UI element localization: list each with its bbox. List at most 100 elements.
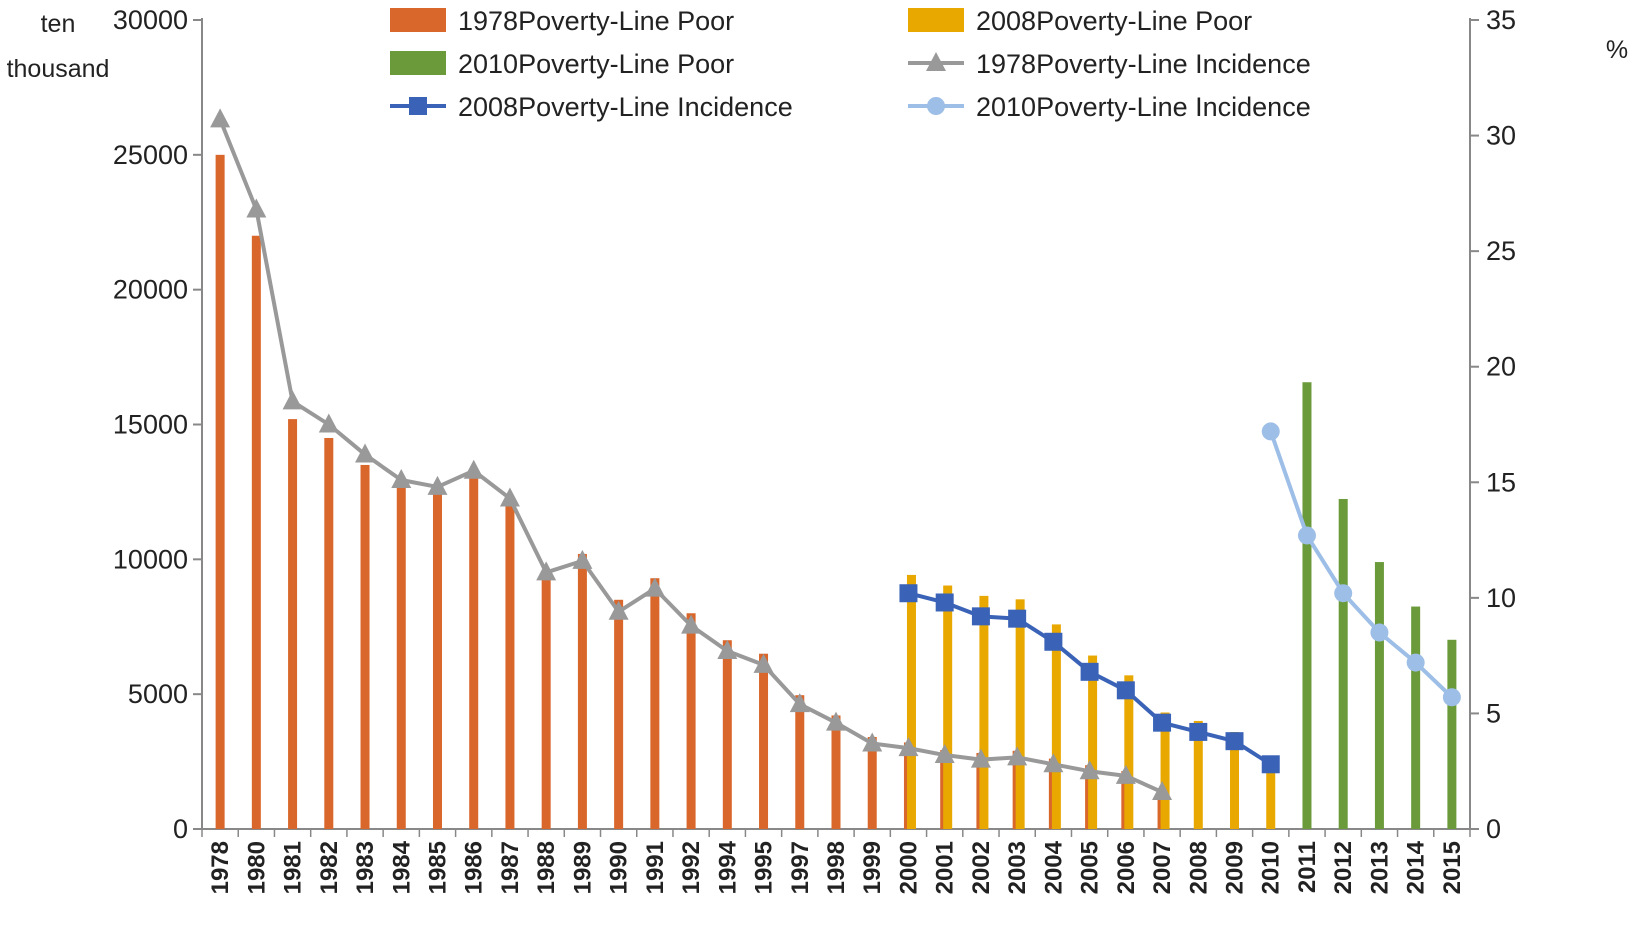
bar <box>759 653 769 829</box>
x-tick-label: 1987 <box>497 841 524 894</box>
x-tick-label: 1995 <box>751 841 778 894</box>
bar <box>1411 606 1421 829</box>
circle-marker <box>1370 623 1389 642</box>
triangle-marker <box>970 748 991 768</box>
bar <box>979 595 989 829</box>
x-tick-label: 1981 <box>280 841 307 894</box>
left-y-tick-label: 30000 <box>113 5 188 35</box>
bar <box>396 483 406 829</box>
triangle-marker <box>681 614 702 634</box>
x-tick-label: 2015 <box>1439 841 1466 894</box>
x-tick-label: 2003 <box>1004 841 1031 894</box>
square-marker <box>1153 713 1172 732</box>
left-y-tick-label: 5000 <box>128 679 188 709</box>
legend-swatch <box>390 8 446 32</box>
bar <box>650 578 660 829</box>
bar <box>505 500 515 829</box>
bar <box>1015 599 1025 829</box>
bar <box>1088 655 1098 829</box>
x-tick-label: 1994 <box>714 840 741 894</box>
legend-label: 2008Poverty-Line Poor <box>976 6 1252 36</box>
bar <box>1160 712 1170 829</box>
triangle-marker <box>246 198 267 218</box>
x-tick-label: 1982 <box>316 841 343 894</box>
triangle-marker <box>355 443 376 463</box>
bar <box>1193 720 1203 829</box>
x-tick-label: 2000 <box>895 841 922 894</box>
bar <box>686 613 696 829</box>
square-marker <box>1261 755 1280 774</box>
triangle-marker <box>572 549 593 569</box>
legend-item: 1978Poverty-Line Incidence <box>908 49 1311 79</box>
chart-bars <box>215 154 1457 830</box>
bar <box>360 464 370 829</box>
bar <box>906 574 916 829</box>
square-marker <box>899 584 918 603</box>
chart-lines <box>210 108 1461 801</box>
circle-marker <box>1442 688 1461 707</box>
x-tick-label: 1988 <box>533 841 560 894</box>
x-tick-label: 2002 <box>968 841 995 894</box>
legend-item: 1978Poverty-Line Poor <box>390 6 734 36</box>
square-marker <box>1189 722 1208 741</box>
triangle-marker <box>644 577 665 597</box>
triangle-marker <box>463 459 484 479</box>
x-tick-label: 2006 <box>1113 841 1140 894</box>
triangle-marker <box>1152 781 1173 801</box>
bar <box>795 695 805 829</box>
bar <box>943 585 953 829</box>
left-y-tick-label: 10000 <box>113 544 188 574</box>
left-y-tick-label: 20000 <box>113 275 188 305</box>
bar <box>1302 382 1312 829</box>
triangle-marker <box>608 600 629 620</box>
x-tick-label: 2009 <box>1222 841 1249 894</box>
bar <box>722 640 732 829</box>
x-tick-label: 1983 <box>352 841 379 894</box>
circle-marker <box>1334 584 1353 603</box>
triangle-marker <box>499 487 520 507</box>
legend-item: 2008Poverty-Line Incidence <box>390 92 793 122</box>
square-marker <box>1044 632 1063 651</box>
bar <box>1338 498 1348 829</box>
right-y-tick-label: 0 <box>1486 814 1501 844</box>
bar <box>1051 624 1061 829</box>
legend-label: 2010Poverty-Line Incidence <box>976 92 1311 122</box>
triangle-marker <box>934 744 955 764</box>
legend-item: 2010Poverty-Line Poor <box>390 49 734 79</box>
x-tick-label: 2007 <box>1149 841 1176 894</box>
circle-marker <box>1261 422 1280 441</box>
triangle-marker <box>282 390 303 410</box>
bar <box>1447 639 1457 829</box>
right-y-tick-label: 5 <box>1486 698 1501 728</box>
triangle-marker <box>753 653 774 673</box>
left-y-tick-label: 0 <box>173 814 188 844</box>
triangle-marker <box>1079 760 1100 780</box>
x-tick-label: 2014 <box>1403 840 1430 894</box>
x-tick-label: 1989 <box>569 841 596 894</box>
right-y-tick-label: 15 <box>1486 467 1516 497</box>
circle-marker <box>1406 653 1425 672</box>
legend-item: 2008Poverty-Line Poor <box>908 6 1252 36</box>
circle-marker <box>1297 526 1316 545</box>
x-tick-label: 1997 <box>787 841 814 894</box>
x-tick-label: 1984 <box>388 840 415 894</box>
chart-legend: 1978Poverty-Line Poor 2008Poverty-Line Po… <box>390 6 1311 122</box>
x-tick-label: 1991 <box>642 841 669 894</box>
legend-label: 1978Poverty-Line Incidence <box>976 49 1311 79</box>
square-marker <box>1080 662 1099 681</box>
bar <box>831 715 841 829</box>
x-tick-label: 1978 <box>207 841 234 894</box>
bar <box>614 599 624 829</box>
left-y-tick-label: 15000 <box>113 410 188 440</box>
x-tick-label: 1985 <box>424 841 451 894</box>
right-y-tick-label: 30 <box>1486 121 1516 151</box>
square-marker <box>1225 732 1244 751</box>
bar <box>1374 562 1384 829</box>
triangle-marker <box>926 52 946 71</box>
right-y-tick-label: 35 <box>1486 5 1516 35</box>
triangle-marker <box>862 732 883 752</box>
triangle-marker <box>427 475 448 495</box>
bar <box>577 553 587 829</box>
triangle-marker <box>789 693 810 713</box>
